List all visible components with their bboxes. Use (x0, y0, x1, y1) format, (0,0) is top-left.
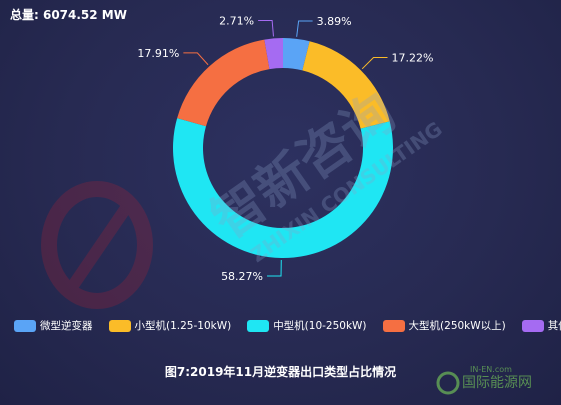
corner-watermark: 国际能源网 IN-EN.com (436, 365, 532, 395)
chart-legend: 微型逆变器 小型机(1.25-10kW) 中型机(10-250kW) 大型机(250k… (14, 318, 561, 333)
total-label: 总量: 6074.52 MW (10, 8, 127, 22)
donut-slices (173, 38, 393, 258)
legend-label: 大型机(250kW以上) (408, 320, 506, 332)
legend-swatch (14, 319, 36, 332)
donut-slice-2 (302, 41, 390, 129)
donut-slice-1 (283, 38, 310, 71)
corner-watermark-sub: IN-EN.com (470, 365, 512, 374)
slice-percent-label: 2.71% (219, 14, 254, 27)
slice-percent-label: 17.91% (137, 47, 179, 60)
slice-percent-label: 58.27% (221, 270, 263, 283)
legend-item[interactable]: 微型逆变器 (14, 318, 93, 333)
label-leader-line (267, 259, 282, 277)
donut-slice-4 (177, 39, 270, 127)
legend-item[interactable]: 其他 (521, 318, 561, 333)
legend-item[interactable]: 小型机(1.25-10kW) (108, 318, 232, 333)
figure-caption: 图7:2019年11月逆变器出口类型占比情况 (164, 365, 397, 379)
brand-logo-watermark (41, 181, 153, 309)
label-leader-line (183, 52, 209, 66)
legend-swatch (247, 319, 270, 332)
legend-label: 其他 (547, 320, 561, 332)
legend-item[interactable]: 中型机(10-250kW) (247, 318, 367, 333)
corner-watermark-text: 国际能源网 (462, 375, 532, 391)
legend-swatch (521, 319, 544, 332)
donut-slice-3 (173, 118, 393, 258)
slice-percent-label: 17.22% (392, 51, 434, 64)
legend-item[interactable]: 大型机(250kW以上) (382, 318, 506, 333)
label-leader-line (361, 56, 388, 70)
legend-label: 微型逆变器 (40, 320, 93, 332)
legend-label: 小型机(1.25-10kW) (134, 320, 232, 332)
label-leader-line (258, 19, 274, 37)
legend-label: 中型机(10-250kW) (273, 320, 367, 332)
legend-swatch (382, 319, 405, 332)
legend-swatch (108, 319, 131, 332)
slice-percent-label: 3.89% (317, 15, 352, 28)
slice-labels: 3.89% 17.22% 58.27% 17.91% 2.71% (137, 14, 433, 283)
donut-slice-5 (264, 38, 283, 70)
label-leader-line (296, 20, 313, 37)
